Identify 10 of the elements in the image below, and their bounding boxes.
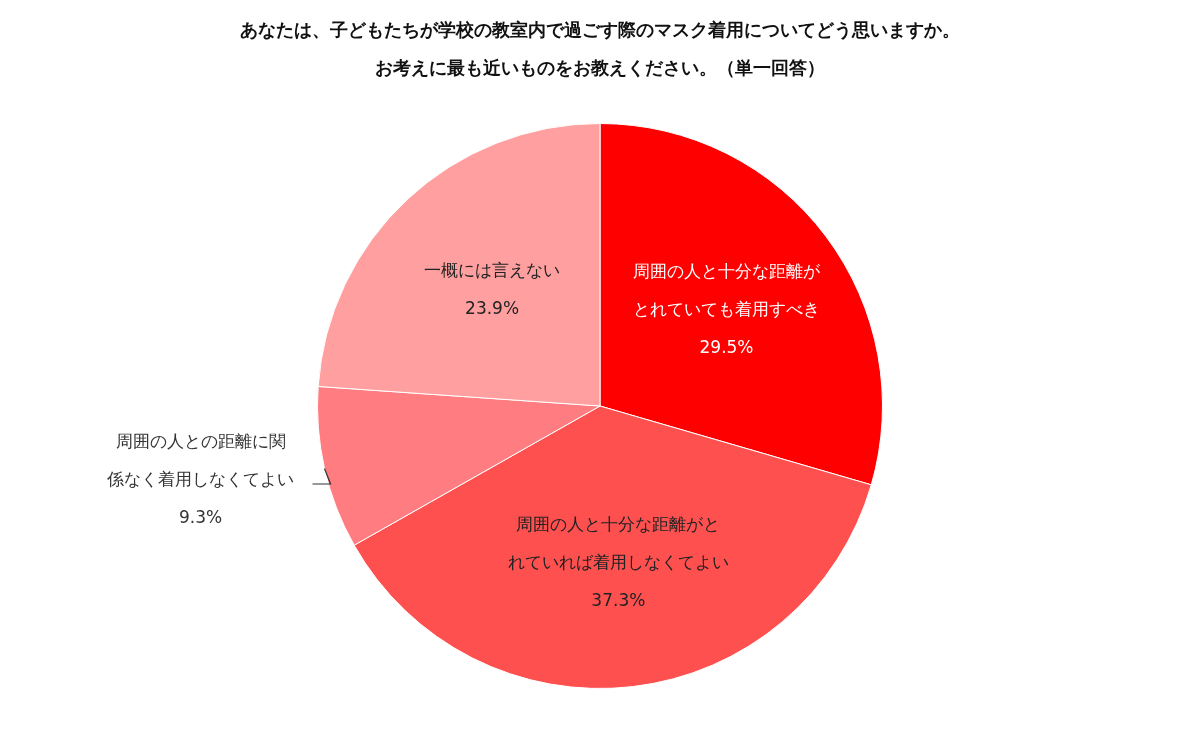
chart-title: あなたは、子どもたちが学校の教室内で過ごす際のマスク着用についてどう思いますか。: [239, 18, 961, 42]
slice-label: 一概には言えない: [424, 259, 561, 280]
data-label: 23.9%: [465, 297, 520, 318]
data-label: 37.3%: [591, 589, 646, 610]
chart-subtitle: お考えに最も近いものをお教えください。（単一回答）: [374, 56, 826, 80]
data-label: 29.5%: [699, 337, 754, 358]
slice-label: 周囲の人との距離に関係なく着用しなくてよい: [106, 431, 295, 490]
slice-label: 周囲の人と十分な距離がとれていても着用すべき: [633, 261, 822, 320]
data-label: 9.3%: [178, 507, 223, 528]
slice-label: 周囲の人と十分な距離がとれていれば着用しなくてよい: [507, 513, 729, 572]
